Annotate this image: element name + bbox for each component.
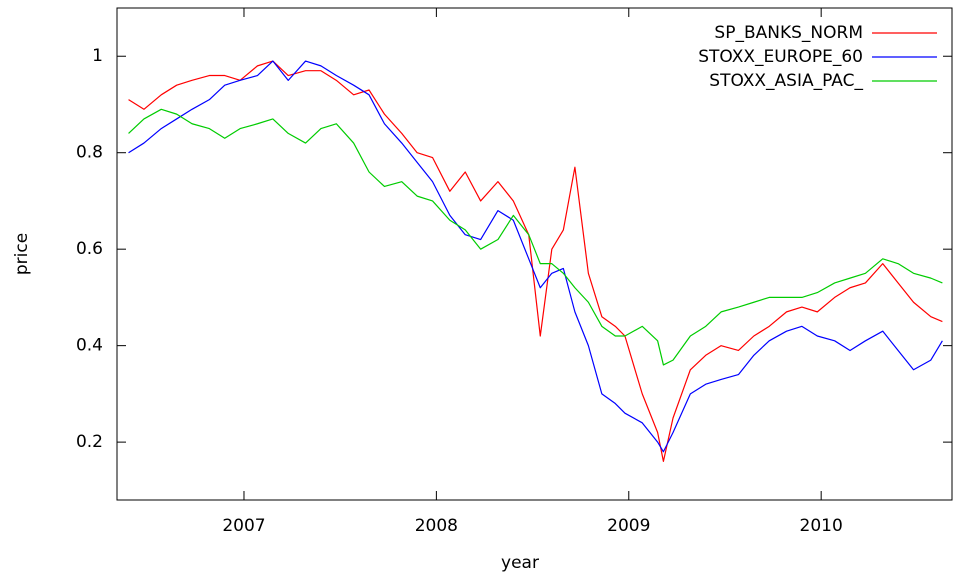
y-tick-label: 1 (92, 46, 103, 66)
y-tick-label: 0.8 (76, 143, 103, 163)
x-axis-label: year (501, 553, 539, 573)
legend-label: STOXX_ASIA_PAC_ (709, 71, 863, 91)
legend-label: STOXX_EUROPE_60 (698, 47, 863, 67)
x-tick-label: 2010 (800, 516, 843, 536)
y-tick-label: 0.4 (76, 336, 103, 356)
x-tick-label: 2009 (607, 516, 650, 536)
series-line (128, 60, 943, 453)
y-axis-label: price (12, 233, 32, 275)
y-tick-label: 0.6 (76, 239, 103, 259)
y-tick-label: 0.2 (76, 432, 103, 452)
x-tick-label: 2007 (222, 516, 265, 536)
series-line (128, 108, 943, 366)
x-tick-label: 2008 (415, 516, 458, 536)
series-line (128, 60, 943, 463)
plot-frame (116, 7, 953, 501)
legend-label: SP_BANKS_NORM (714, 23, 863, 43)
